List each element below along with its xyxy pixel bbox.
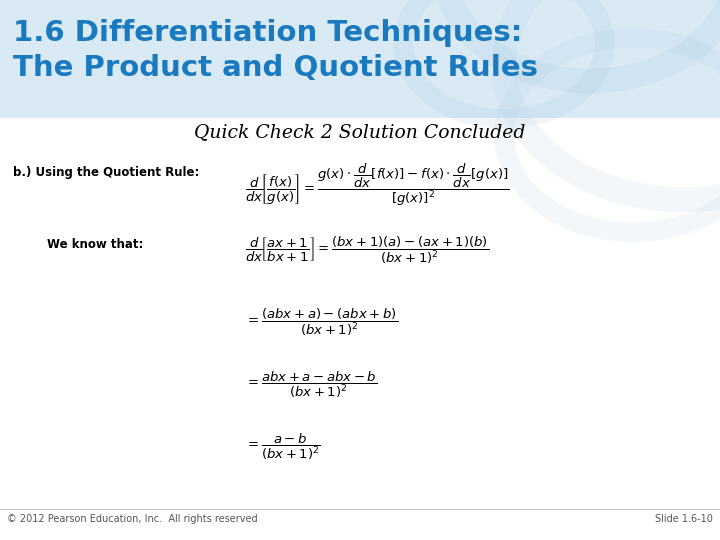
Text: $\dfrac{d}{dx}\!\left[\dfrac{f(x)}{g(x)}\right] = \dfrac{g(x)\cdot\dfrac{d}{dx}[: $\dfrac{d}{dx}\!\left[\dfrac{f(x)}{g(x)}…	[245, 162, 509, 208]
Text: Quick Check 2 Solution Concluded: Quick Check 2 Solution Concluded	[194, 123, 526, 141]
Text: b.) Using the Quotient Rule:: b.) Using the Quotient Rule:	[13, 166, 199, 179]
Text: $= \dfrac{a-b}{(bx+1)^2}$: $= \dfrac{a-b}{(bx+1)^2}$	[245, 432, 320, 462]
Text: $\dfrac{d}{dx}\!\left[\dfrac{ax+1}{bx+1}\right] = \dfrac{(bx+1)(a)-(ax+1)(b)}{(b: $\dfrac{d}{dx}\!\left[\dfrac{ax+1}{bx+1}…	[245, 235, 489, 266]
Text: © 2012 Pearson Education, Inc.  All rights reserved: © 2012 Pearson Education, Inc. All right…	[7, 514, 258, 524]
Text: $= \dfrac{abx+a-abx-b}{(bx+1)^2}$: $= \dfrac{abx+a-abx-b}{(bx+1)^2}$	[245, 370, 377, 400]
FancyBboxPatch shape	[0, 0, 720, 118]
Text: 1.6 Differentiation Techniques:: 1.6 Differentiation Techniques:	[13, 19, 522, 47]
Text: We know that:: We know that:	[47, 238, 143, 251]
Text: The Product and Quotient Rules: The Product and Quotient Rules	[13, 54, 538, 82]
Text: $= \dfrac{(abx+a)-(abx+b)}{(bx+1)^2}$: $= \dfrac{(abx+a)-(abx+b)}{(bx+1)^2}$	[245, 307, 398, 338]
Text: Slide 1.6-10: Slide 1.6-10	[655, 514, 713, 524]
